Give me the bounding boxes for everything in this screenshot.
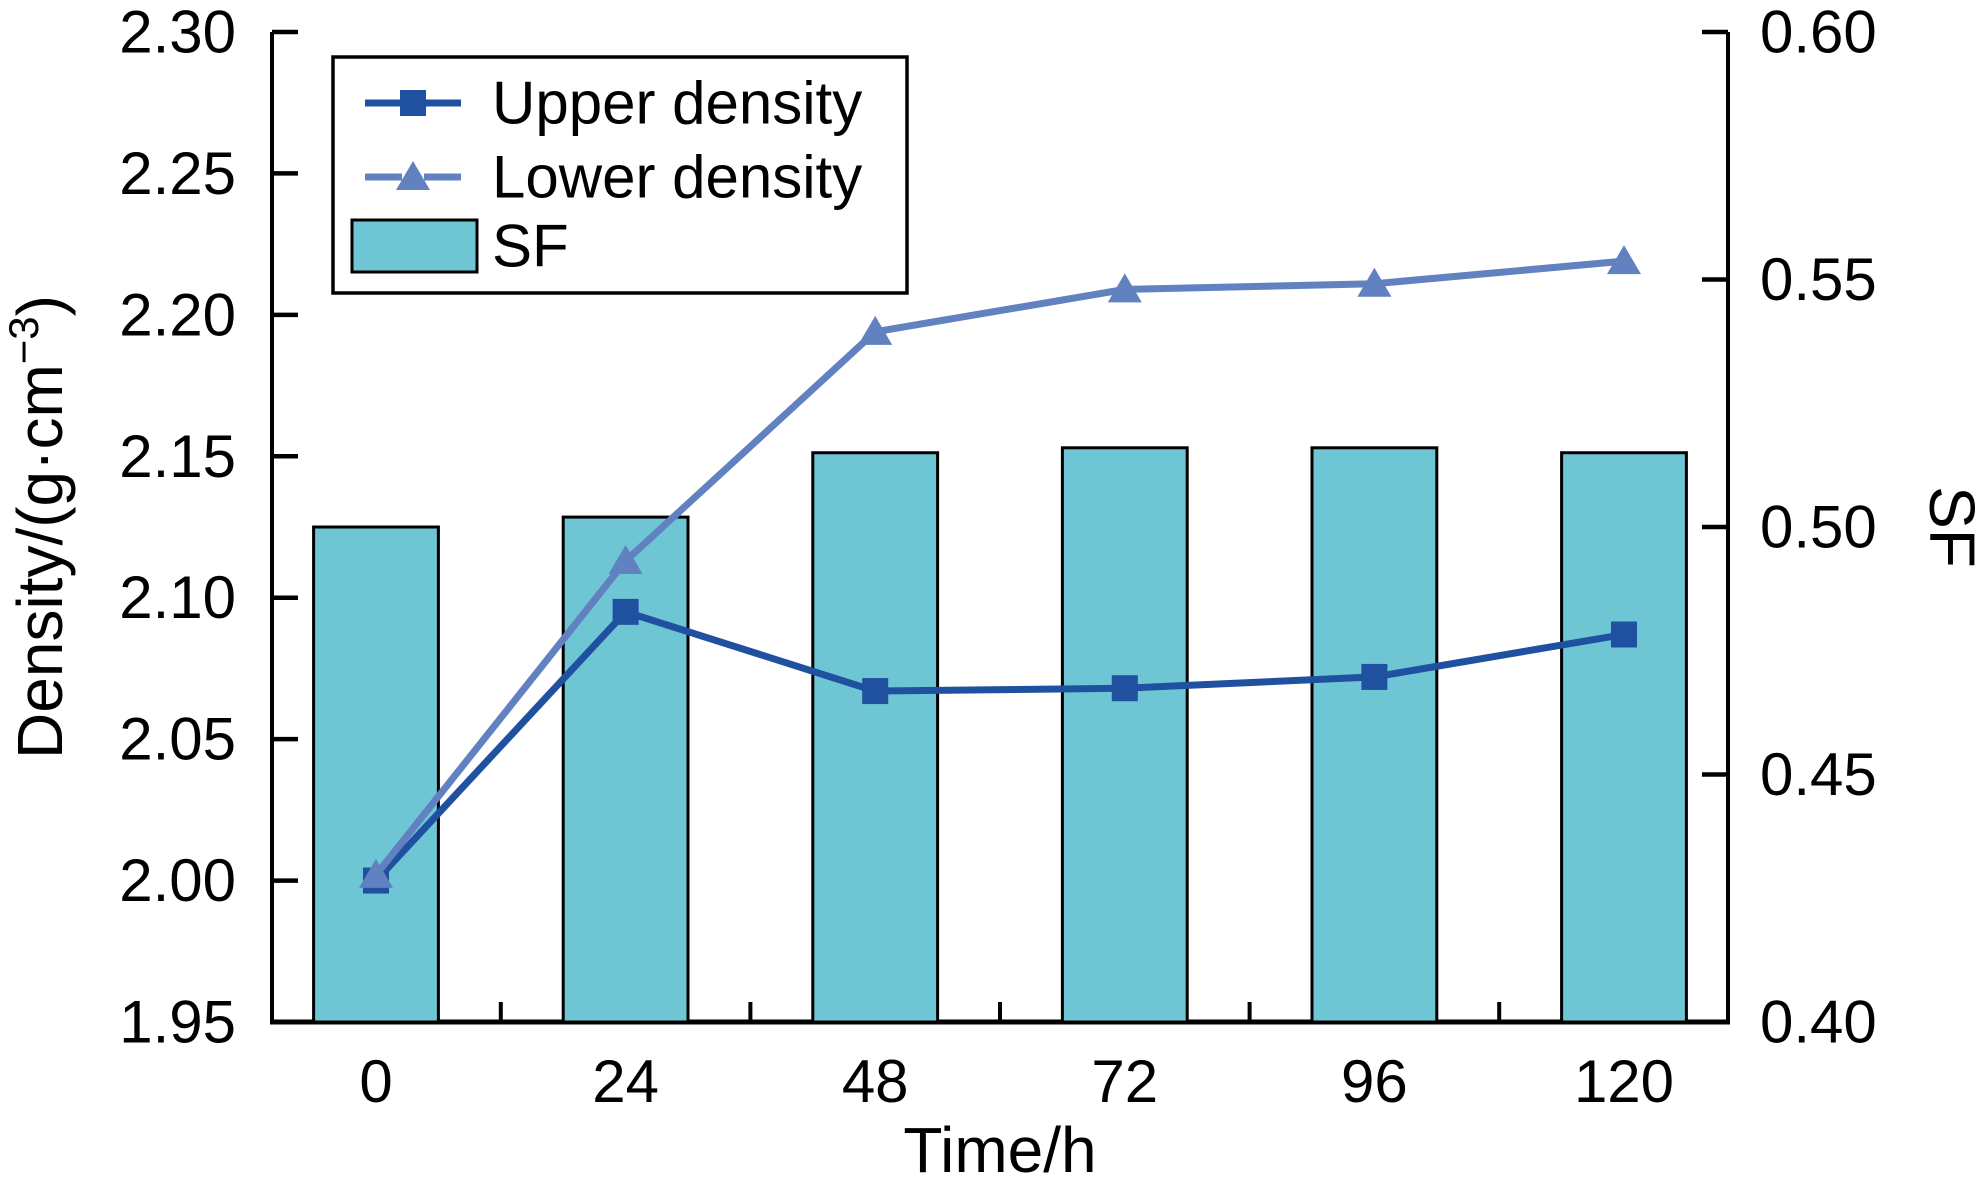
right-axis-title: SF <box>1916 486 1976 568</box>
legend-entry-label: SF <box>492 213 569 280</box>
axes-group: 1.95 2.00 2.05 2.10 2.15 2.20 2.25 2.30 0.40 0.45… <box>119 0 1877 1115</box>
legend-triangle-marker <box>396 161 430 190</box>
x-tick-label: 48 <box>842 1048 909 1115</box>
lower-density-point <box>1607 245 1641 275</box>
y-right-tick-label: 0.60 <box>1760 0 1877 66</box>
x-tick-label: 0 <box>359 1048 392 1115</box>
y-left-tick-label: 2.05 <box>119 706 236 773</box>
y-left-tick-label: 1.95 <box>119 989 236 1056</box>
lower-density-point <box>858 315 893 345</box>
lower-density-point <box>1107 273 1142 303</box>
legend-entry-label: Lower density <box>492 144 862 211</box>
x-tick-label: 72 <box>1091 1048 1158 1115</box>
sf-bar <box>312 525 440 1024</box>
upper-density-point <box>1361 663 1388 690</box>
upper-density-line <box>373 607 1625 883</box>
y-right-tick-label: 0.45 <box>1760 741 1877 808</box>
density-lines-group <box>359 245 1641 894</box>
upper-density-point <box>862 678 889 705</box>
y-right-tick-label: 0.40 <box>1760 989 1877 1056</box>
x-tick-label: 120 <box>1574 1048 1674 1115</box>
x-tick-label: 24 <box>592 1048 659 1115</box>
left-axis-title: Density/(g·cm−3) <box>0 295 76 759</box>
sf-bar <box>1560 451 1688 1024</box>
legend-square-marker <box>400 90 426 116</box>
sf-bar <box>561 515 690 1024</box>
sf-bar <box>1060 446 1189 1024</box>
y-left-tick-label: 2.10 <box>119 564 236 631</box>
y-left-tick-label: 2.00 <box>119 847 236 914</box>
legend-entry-label: Upper density <box>492 70 862 137</box>
x-axis-title: Time/h <box>903 1114 1096 1186</box>
upper-density-point <box>1611 621 1637 648</box>
upper-density-point <box>1111 675 1138 702</box>
y-left-tick-label: 2.15 <box>119 423 236 490</box>
y-right-tick-label: 0.55 <box>1760 246 1877 313</box>
sf-bar <box>1310 446 1439 1024</box>
lower-density-point <box>1357 267 1392 297</box>
lower-density-line <box>373 257 1625 878</box>
y-left-tick-label: 2.25 <box>119 140 236 207</box>
y-left-tick-label: 2.30 <box>119 0 236 66</box>
sf-bar <box>811 451 940 1024</box>
y-right-tick-label: 0.50 <box>1760 494 1877 561</box>
x-tick-label: 96 <box>1341 1048 1408 1115</box>
y-left-tick-label: 2.20 <box>119 281 236 348</box>
upper-density-point <box>612 598 639 625</box>
lower-density-point <box>608 544 643 574</box>
legend-sf-swatch <box>350 218 479 274</box>
lower-density-point <box>359 858 393 888</box>
sf-bars-group <box>312 446 1688 1024</box>
